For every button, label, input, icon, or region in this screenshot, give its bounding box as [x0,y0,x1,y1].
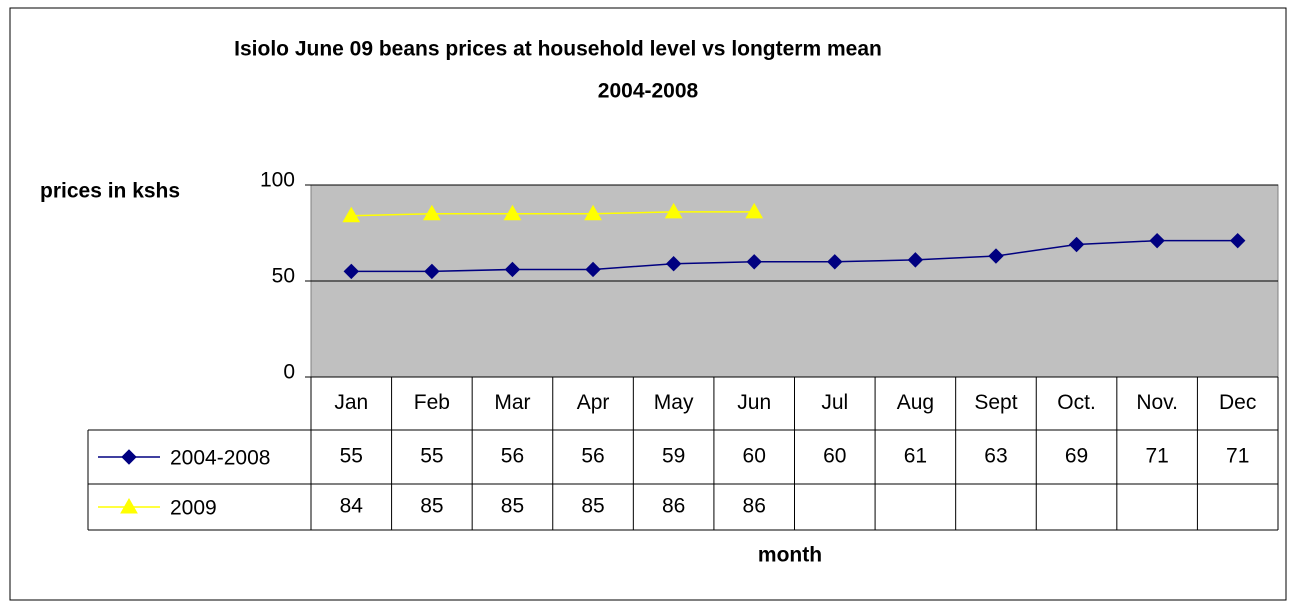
x-tick-label: Feb [414,391,450,414]
x-axis-label: month [758,544,822,567]
table-value: 60 [823,445,846,468]
chart-title: Isiolo June 09 beans prices at household… [234,38,882,61]
table-value: 86 [743,495,766,518]
x-tick-label: Sept [974,391,1017,414]
x-tick-label: Oct. [1057,391,1096,414]
marker [1149,232,1165,249]
x-tick-label: Nov. [1136,391,1178,414]
table-value: 85 [501,495,524,518]
x-tick-label: Jul [821,391,848,414]
series-line [351,239,1238,273]
marker [584,204,602,221]
y-axis-label: prices in kshs [40,180,180,203]
table-value: 55 [340,445,363,468]
marker [988,248,1004,264]
marker [424,263,440,280]
marker [585,261,601,278]
y-tick-label: 50 [272,265,295,288]
marker [665,256,682,272]
marker [1068,236,1085,253]
table-value: 56 [501,445,524,468]
table-value: 60 [743,445,766,468]
table-value: 69 [1065,445,1088,468]
legend-label: 2004-2008 [170,447,270,470]
marker [342,206,361,223]
marker [745,202,764,219]
x-tick-label: Dec [1219,391,1256,414]
marker [746,254,762,270]
table-value: 86 [662,495,685,518]
x-tick-label: Aug [897,391,934,414]
legend-label: 2009 [170,497,217,520]
legend-marker [121,449,137,465]
marker [423,204,441,221]
marker [343,263,359,280]
x-tick-label: Jan [334,391,368,414]
table-value: 85 [420,495,443,518]
table-value: 61 [904,445,927,468]
marker [1230,232,1246,249]
series-line [351,211,755,217]
x-tick-label: Apr [577,391,610,414]
marker [907,252,924,268]
table-value: 85 [581,495,604,518]
x-tick-label: May [654,391,694,414]
marker [503,204,522,221]
table-value: 63 [984,445,1007,468]
legend-marker [120,497,138,514]
marker [664,202,683,219]
table-value: 71 [1145,445,1168,468]
table-value: 84 [340,495,364,518]
x-tick-label: Jun [737,391,771,414]
chart-title: 2004-2008 [598,80,699,103]
x-tick-label: Mar [494,391,530,414]
table-value: 59 [662,445,685,468]
y-tick-label: 100 [260,169,295,192]
marker [504,261,521,278]
table-value: 56 [581,445,604,468]
marker [827,254,843,270]
y-tick-label: 0 [283,361,295,384]
table-value: 71 [1226,445,1249,468]
table-value: 55 [420,445,443,468]
